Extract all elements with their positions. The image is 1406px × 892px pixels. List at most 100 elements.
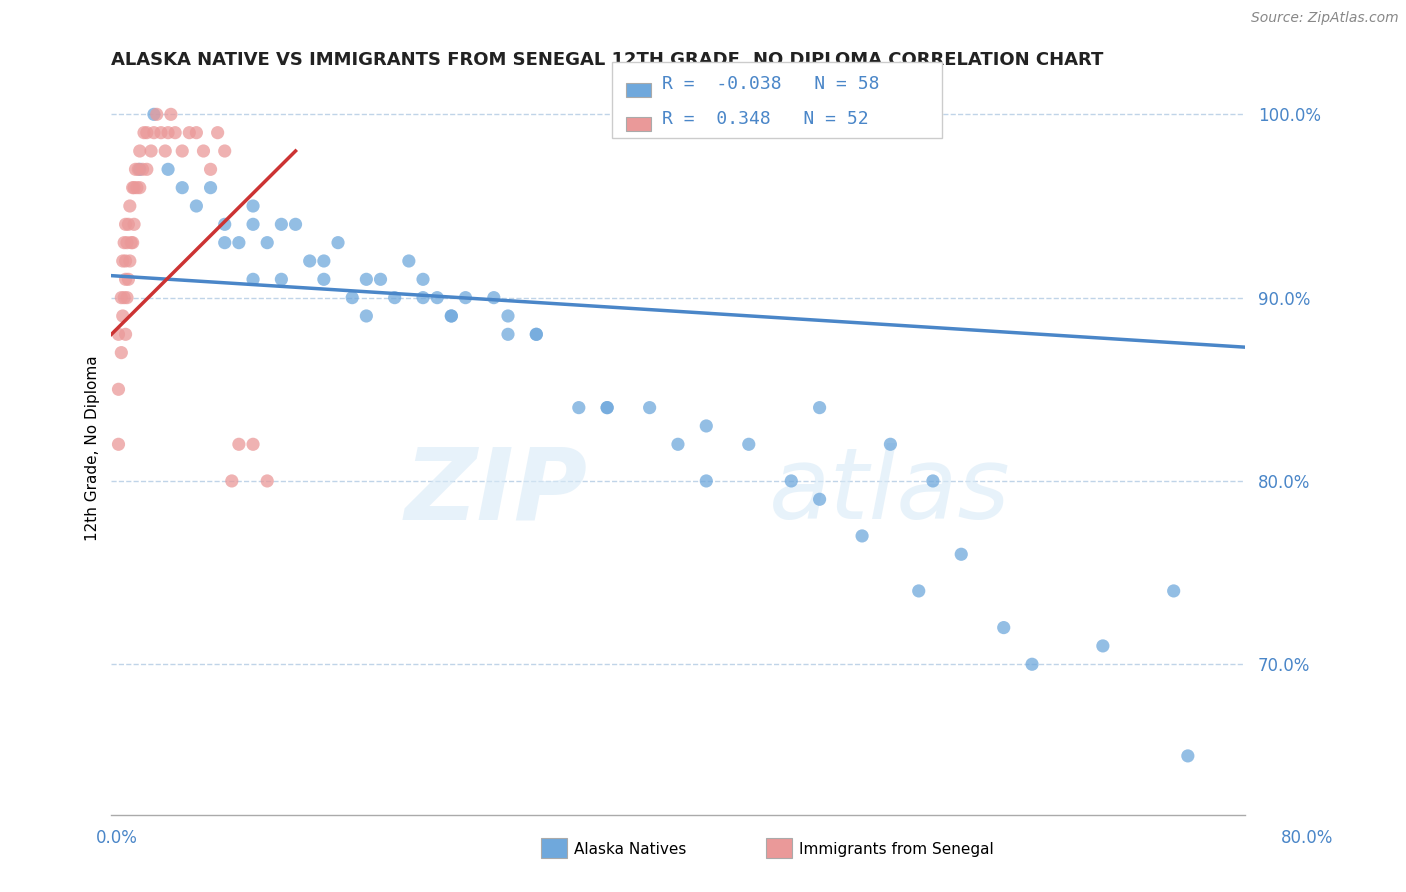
Point bbox=[284, 217, 307, 231]
Point bbox=[112, 235, 135, 250]
Point bbox=[193, 144, 215, 158]
Point bbox=[142, 126, 165, 140]
Text: atlas: atlas bbox=[769, 443, 1011, 541]
Point bbox=[851, 529, 873, 543]
Point bbox=[145, 107, 167, 121]
Point bbox=[524, 327, 547, 342]
Point bbox=[127, 162, 149, 177]
Point bbox=[993, 621, 1015, 635]
Point bbox=[114, 327, 136, 342]
Point bbox=[356, 272, 378, 286]
Point bbox=[200, 162, 222, 177]
Point bbox=[179, 126, 201, 140]
Point bbox=[111, 309, 134, 323]
Point bbox=[117, 217, 139, 231]
Text: ZIP: ZIP bbox=[405, 443, 588, 541]
Point bbox=[200, 180, 222, 194]
Text: 80.0%: 80.0% bbox=[1281, 829, 1333, 847]
Point bbox=[1177, 748, 1199, 763]
Point bbox=[107, 327, 129, 342]
Point bbox=[214, 235, 236, 250]
Point bbox=[242, 217, 264, 231]
Point bbox=[638, 401, 661, 415]
Point bbox=[398, 254, 420, 268]
Point bbox=[666, 437, 689, 451]
Point bbox=[356, 309, 378, 323]
Point bbox=[242, 437, 264, 451]
Point bbox=[695, 419, 717, 434]
Point bbox=[112, 291, 135, 305]
Point bbox=[125, 180, 148, 194]
Point bbox=[214, 217, 236, 231]
Point bbox=[186, 199, 208, 213]
Point bbox=[482, 291, 505, 305]
Point bbox=[312, 254, 335, 268]
Point bbox=[107, 437, 129, 451]
Point bbox=[160, 107, 183, 121]
Point bbox=[128, 162, 150, 177]
Point bbox=[270, 272, 292, 286]
Point bbox=[412, 272, 434, 286]
Point bbox=[114, 254, 136, 268]
Point bbox=[496, 309, 519, 323]
Text: Source: ZipAtlas.com: Source: ZipAtlas.com bbox=[1251, 12, 1399, 25]
Point bbox=[596, 401, 619, 415]
Point bbox=[115, 235, 138, 250]
Point bbox=[1163, 583, 1185, 598]
Point bbox=[110, 345, 132, 359]
Point bbox=[115, 291, 138, 305]
Point bbox=[122, 180, 145, 194]
Point bbox=[312, 272, 335, 286]
Point bbox=[111, 254, 134, 268]
Point bbox=[242, 199, 264, 213]
Y-axis label: 12th Grade, No Diploma: 12th Grade, No Diploma bbox=[86, 355, 100, 541]
Point bbox=[950, 547, 973, 561]
Point bbox=[326, 235, 349, 250]
Point bbox=[165, 126, 187, 140]
Point bbox=[110, 291, 132, 305]
Point bbox=[256, 235, 278, 250]
Text: Immigrants from Senegal: Immigrants from Senegal bbox=[799, 842, 994, 856]
Point bbox=[568, 401, 591, 415]
Point bbox=[118, 254, 141, 268]
Point bbox=[117, 272, 139, 286]
Point bbox=[128, 180, 150, 194]
Point bbox=[118, 199, 141, 213]
Point bbox=[128, 144, 150, 158]
Point bbox=[695, 474, 717, 488]
Point bbox=[412, 291, 434, 305]
Point bbox=[370, 272, 392, 286]
Text: R =  0.348   N = 52: R = 0.348 N = 52 bbox=[662, 111, 869, 128]
Point bbox=[907, 583, 929, 598]
Point bbox=[780, 474, 803, 488]
Point bbox=[738, 437, 761, 451]
Point bbox=[121, 235, 143, 250]
Point bbox=[242, 272, 264, 286]
Point bbox=[524, 327, 547, 342]
Point bbox=[440, 309, 463, 323]
Point bbox=[228, 235, 250, 250]
Point bbox=[496, 327, 519, 342]
Point bbox=[256, 474, 278, 488]
Point bbox=[107, 382, 129, 396]
Point bbox=[922, 474, 945, 488]
Point bbox=[808, 492, 831, 507]
Point bbox=[228, 437, 250, 451]
Point bbox=[298, 254, 321, 268]
Point bbox=[135, 162, 157, 177]
Point bbox=[186, 126, 208, 140]
Point bbox=[426, 291, 449, 305]
Point bbox=[808, 401, 831, 415]
Point bbox=[121, 180, 143, 194]
Point bbox=[384, 291, 406, 305]
Point bbox=[270, 217, 292, 231]
Point bbox=[124, 162, 146, 177]
Point bbox=[1091, 639, 1114, 653]
Point bbox=[131, 162, 153, 177]
Point bbox=[120, 235, 142, 250]
Point bbox=[122, 217, 145, 231]
Point bbox=[149, 126, 172, 140]
Point bbox=[340, 291, 363, 305]
Point bbox=[214, 144, 236, 158]
Point bbox=[1021, 657, 1043, 672]
